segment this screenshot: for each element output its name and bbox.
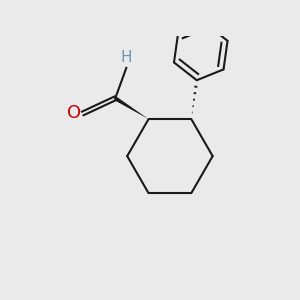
Text: H: H [121, 50, 132, 65]
Polygon shape [114, 97, 148, 119]
Text: O: O [67, 104, 81, 122]
